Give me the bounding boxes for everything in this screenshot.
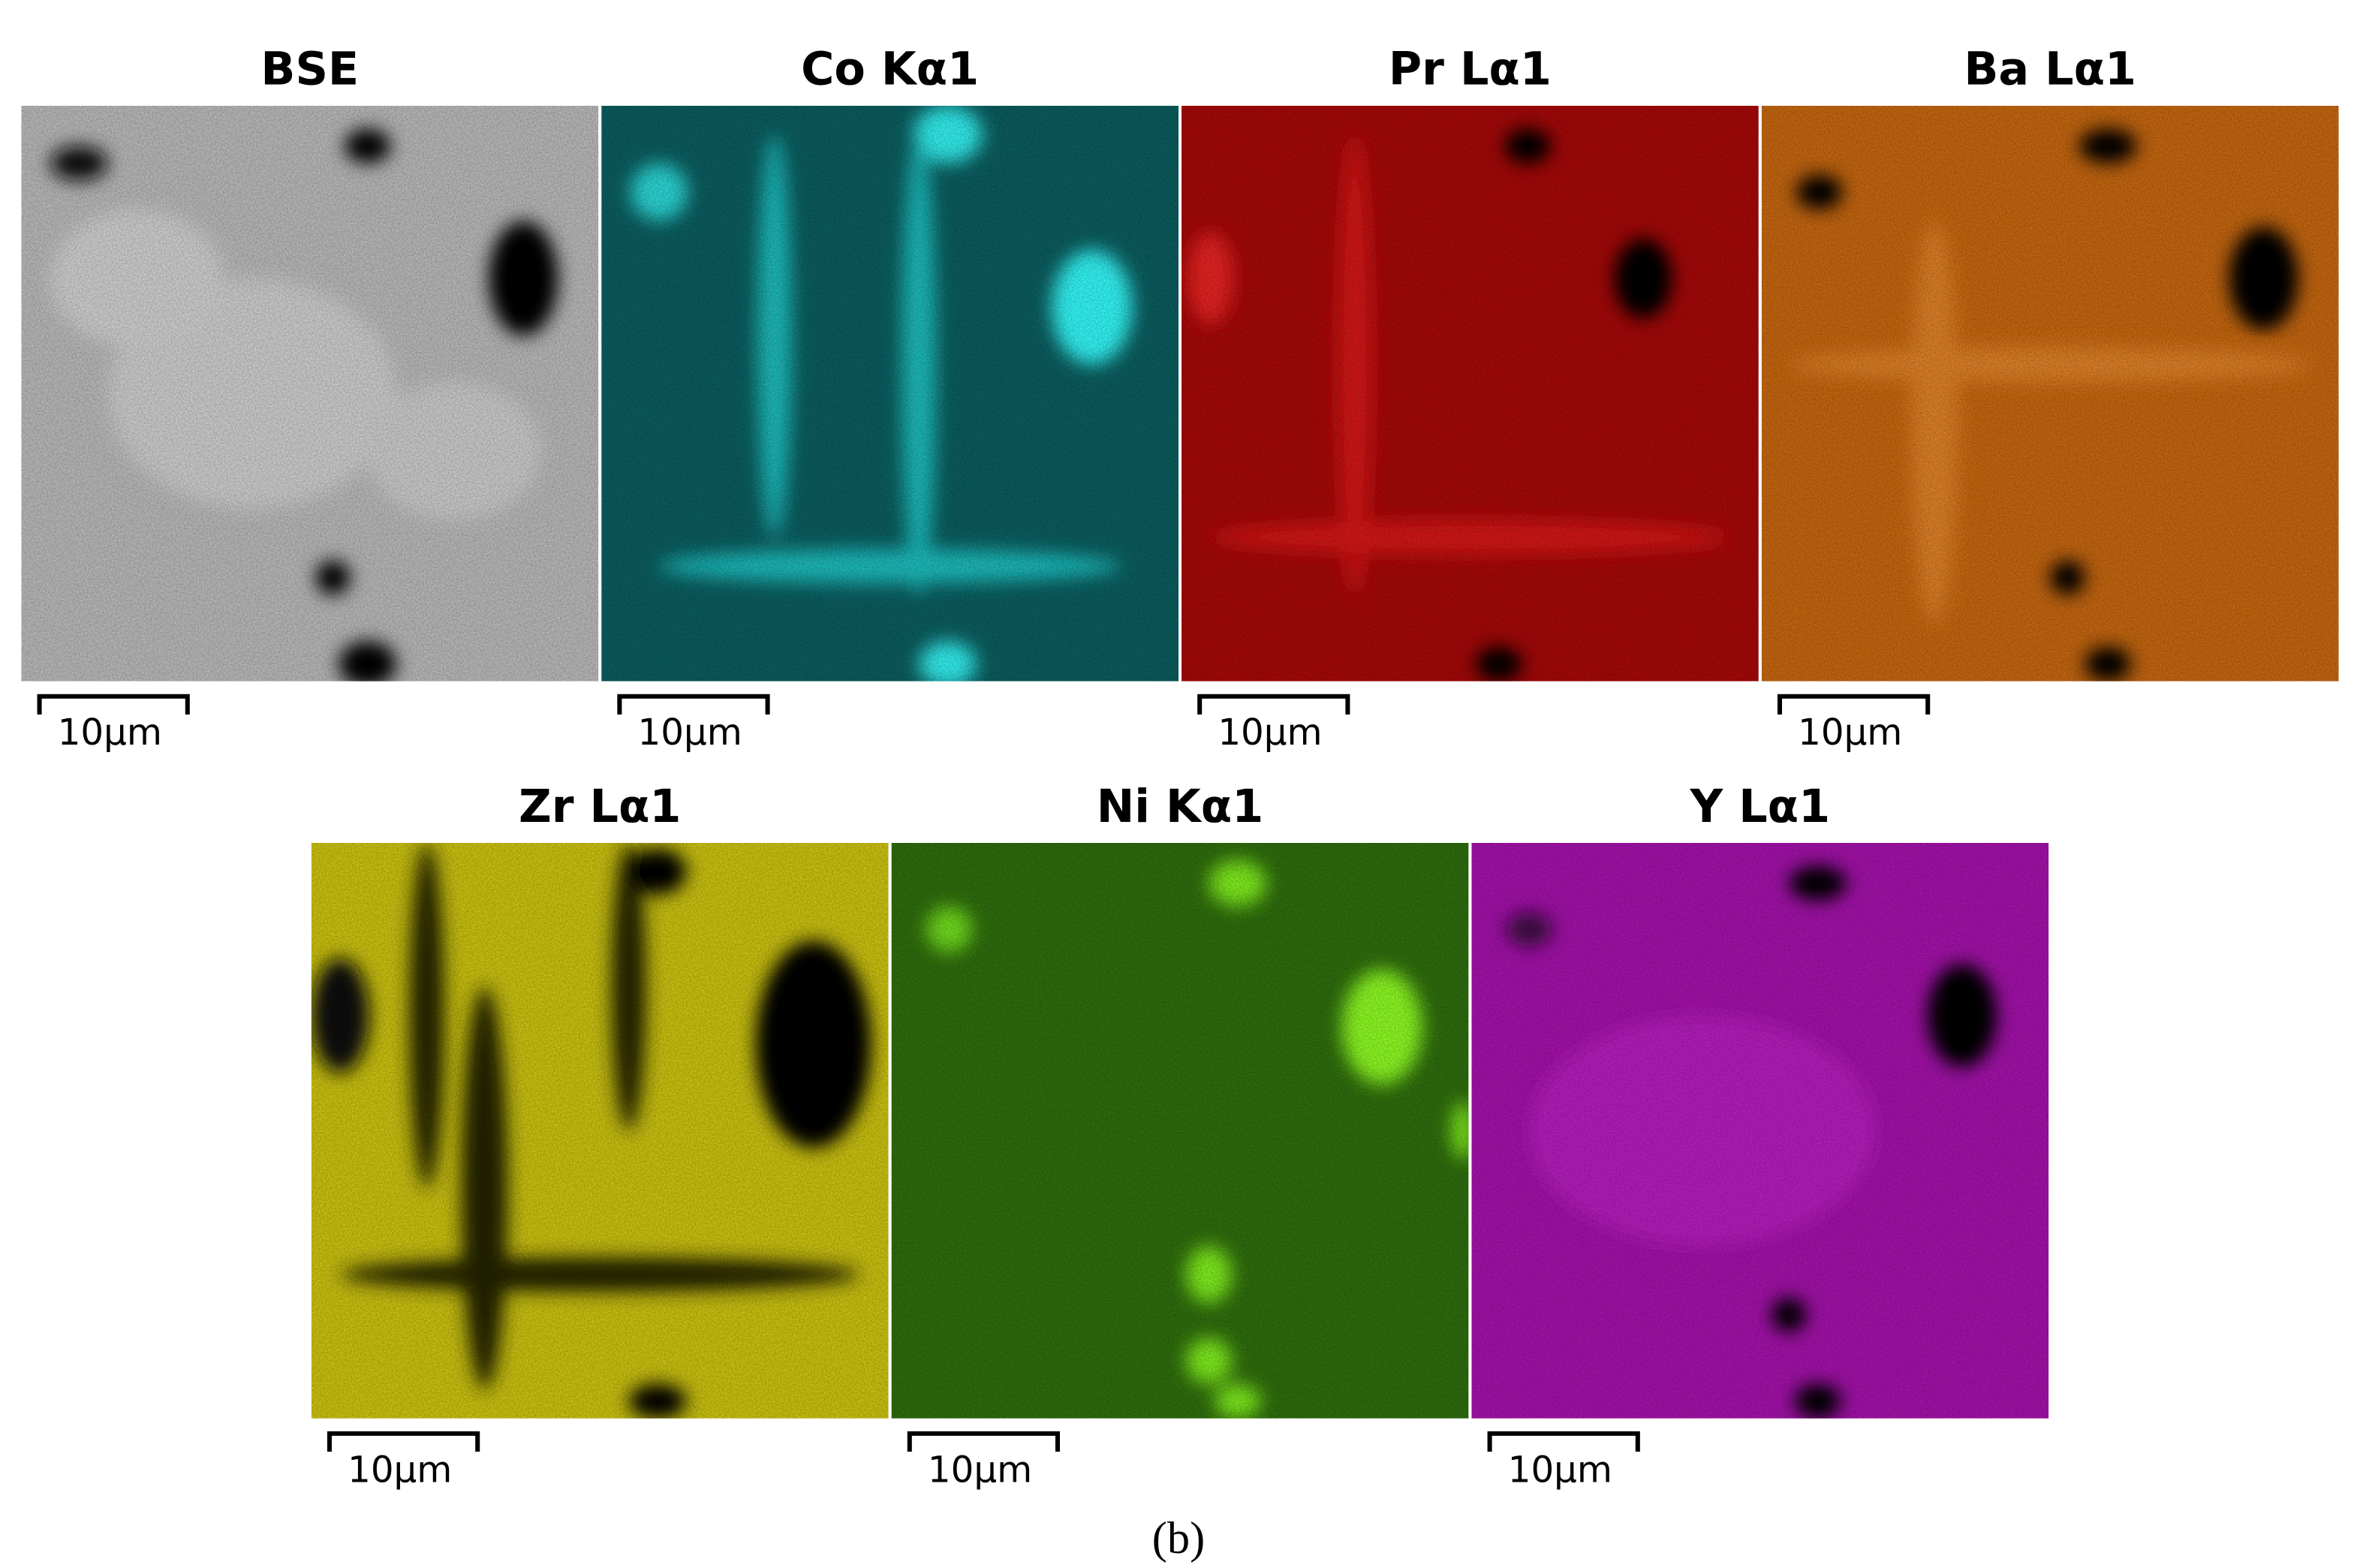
panel-title: Pr Lα1 [1389,44,1552,96]
eds-panel: Zr Lα1 10µm [311,781,889,1491]
scale-bar [1197,694,1350,715]
map-image [1182,105,1759,682]
map-image [21,105,599,682]
map-noise [1471,842,2049,1419]
scale-bar [1487,1431,1640,1452]
eds-panel: Ni Kα1 10µm [891,781,1469,1491]
eds-panel: Co Kα1 10µm [601,44,1178,754]
scale-bar [617,694,770,715]
map-image [1761,105,2339,682]
map-noise [311,842,889,1419]
scale-label: 10µm [638,712,742,754]
map-image [891,842,1469,1419]
panel-title: Y Lα1 [1689,781,1830,833]
map-image [601,105,1178,682]
map-image [311,842,889,1419]
figure-caption: (b) [1152,1513,1205,1563]
map-noise [1761,105,2339,682]
map-noise [601,105,1178,682]
map-noise [21,105,599,682]
eds-panel: Ba Lα1 10µm [1761,44,2339,754]
scale-label: 10µm [1508,1449,1612,1491]
eds-panel: Pr Lα1 10µm [1182,44,1759,754]
scale-bar [37,694,190,715]
scale-bar [1777,694,1931,715]
map-noise [1182,105,1759,682]
scale-bar [327,1431,480,1452]
eds-panel: Y Lα1 10µm [1471,781,2049,1491]
panel-title: Co Kα1 [801,44,979,96]
scale-label: 10µm [58,712,162,754]
map-noise [891,842,1469,1419]
scale-label: 10µm [928,1449,1032,1491]
panel-title: Ba Lα1 [1964,44,2136,96]
map-image [1471,842,2049,1419]
panel-title: Ni Kα1 [1097,781,1263,833]
eds-panel: BSE 10µm [21,44,599,754]
scale-label: 10µm [1798,712,1902,754]
scale-bar [907,1431,1061,1452]
panel-title: Zr Lα1 [519,781,681,833]
panel-title: BSE [260,44,359,96]
scale-label: 10µm [1218,712,1322,754]
scale-label: 10µm [348,1449,452,1491]
